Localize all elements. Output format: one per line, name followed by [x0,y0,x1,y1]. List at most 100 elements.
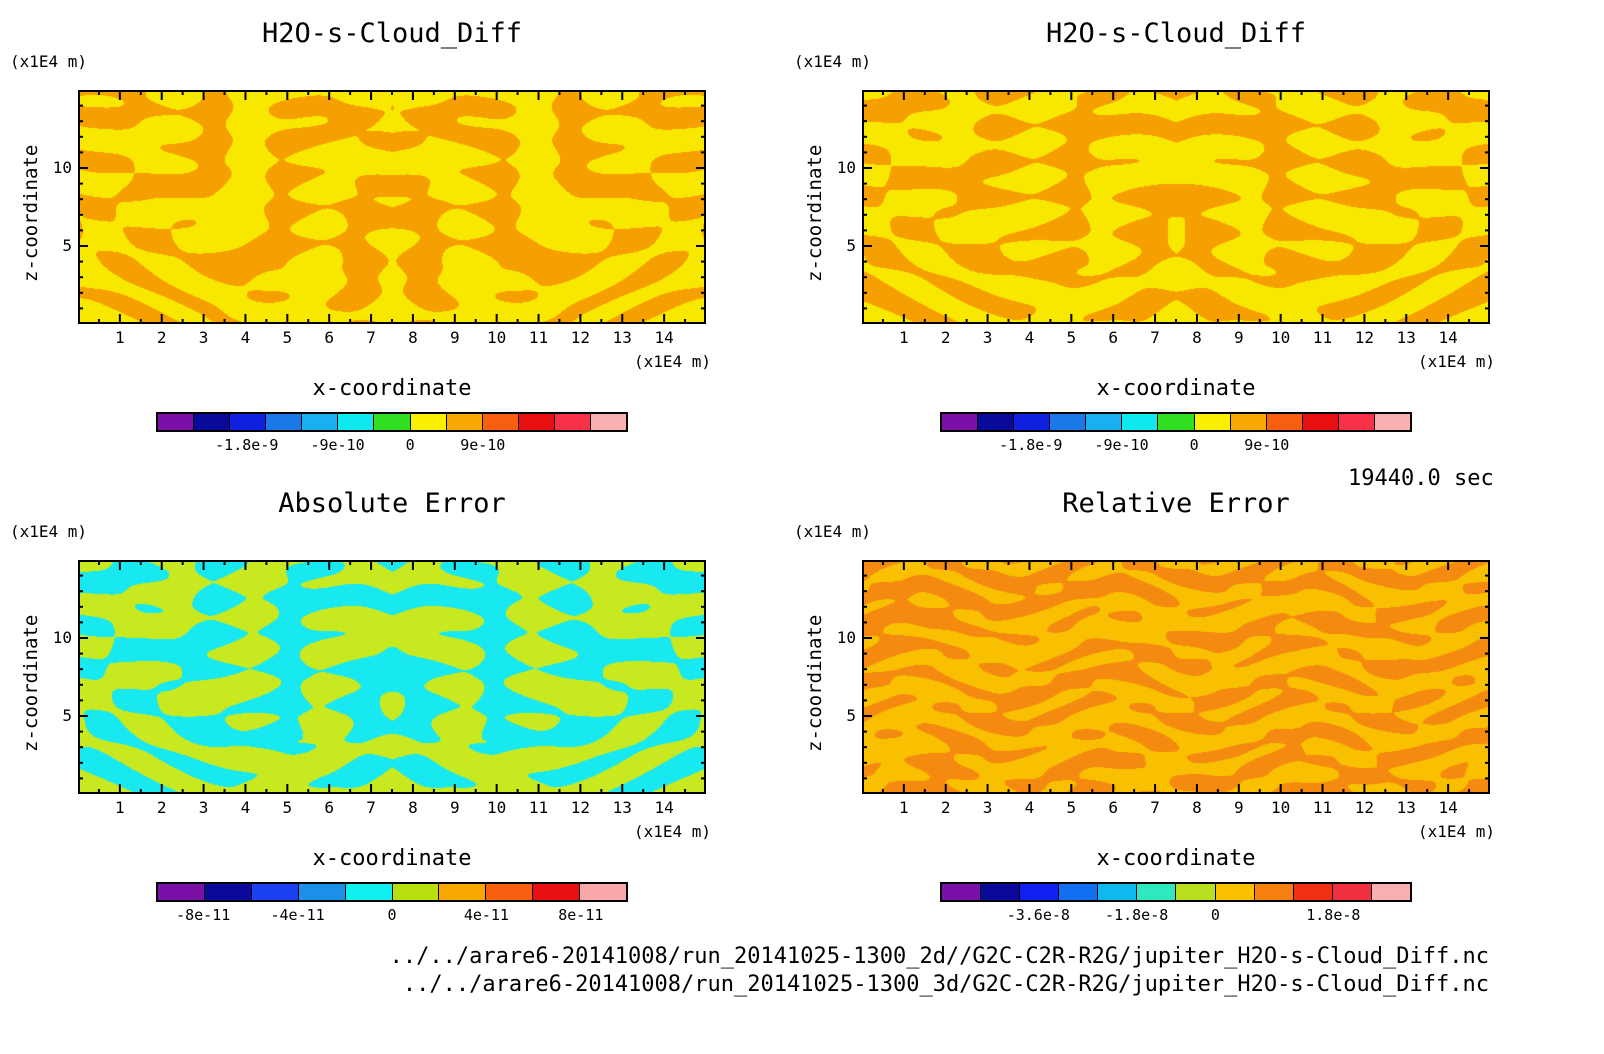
colorbar-swatch [1014,414,1051,430]
colorbar-swatch [338,414,375,430]
panel-1-x-tick-label: 11 [528,328,549,347]
panel-2-x-tick-label: 4 [1024,328,1035,347]
colorbar-swatch [554,414,591,430]
colorbar-swatch [374,414,411,430]
panel-3-y-label: z-coordinate [20,614,42,752]
panel-3-heatmap [80,562,704,792]
panel-4-x-tick-label: 14 [1438,798,1458,817]
panel-2-x-tick-label: 10 [1271,328,1291,347]
panel-2-colorbar-label: 9e-10 [1244,436,1290,454]
panel-3-y-tick-label: 10 [52,628,72,647]
panel-4-x-tick-label: 5 [1066,798,1077,817]
colorbar-swatch [1086,414,1123,430]
panel-3-x-tick-label: 9 [449,798,460,817]
panel-1-x-tick-label: 1 [115,328,125,347]
colorbar-swatch [1059,884,1099,900]
panel-3-x-tick-label: 2 [156,798,167,817]
panel-3-x-tick-label: 1 [115,798,125,817]
panel-3-x-tick-label: 7 [366,798,376,817]
panel-3-colorbar-label: -4e-11 [270,906,325,924]
colorbar-swatch [194,414,231,430]
panel-2-x-tick-label: 5 [1066,328,1077,347]
colorbar-swatch [580,884,627,900]
colorbar-swatch [1374,414,1411,430]
panel-3-colorbar-label: -8e-11 [176,906,231,924]
panel-1-x-tick-label: 7 [366,328,376,347]
panel-1-x-tick-label: 12 [570,328,591,347]
panel-2-x-unit: (x1E4 m) [1418,352,1496,371]
panel-3-x-tick-label: 8 [408,798,418,817]
colorbar-swatch [1176,884,1216,900]
colorbar-swatch [518,414,555,430]
colorbar-swatch [302,414,339,430]
panel-1-x-tick-label: 2 [156,328,167,347]
colorbar-swatch [392,884,440,900]
panel-3-x-tick-label: 14 [654,798,674,817]
panel-2-x-tick-label: 13 [1396,328,1416,347]
panel-3-x-tick-label: 3 [198,798,209,817]
panel-4-colorbar-label: -3.6e-8 [1006,906,1070,924]
panel-3-x-label: x-coordinate [312,846,472,871]
panel-4-x-unit: (x1E4 m) [1418,822,1496,841]
panel-4-x-tick-label: 4 [1024,798,1035,817]
panel-4-y-tick-label: 10 [836,628,856,647]
panel-2-x-tick-label: 14 [1438,328,1458,347]
colorbar-swatch [1371,884,1410,900]
colorbar-swatch [942,884,982,900]
panel-1-heatmap [80,92,704,322]
colorbar-swatch [1254,884,1294,900]
colorbar-swatch [410,414,447,430]
panel-1-colorbar-label: -1.8e-9 [215,436,279,454]
panel-1-x-label: x-coordinate [312,376,472,401]
panel-4-x-tick-label: 2 [940,798,951,817]
panel-4-x-tick-label: 13 [1396,798,1416,817]
colorbar-swatch [533,884,581,900]
colorbar-swatch [251,884,299,900]
panel-1-x-tick-label: 14 [654,328,674,347]
colorbar-swatch [204,884,252,900]
colorbar-swatch [942,414,979,430]
panel-1-x-tick-label: 8 [408,328,418,347]
panel-3-x-tick-label: 11 [528,798,549,817]
colorbar-swatch [1302,414,1339,430]
colorbar-swatch [1020,884,1060,900]
panel-4-y-tick-label: 5 [846,706,856,725]
panel-2-x-label: x-coordinate [1096,376,1256,401]
panel-3-y-tick-label: 5 [62,706,72,725]
panel-1-field [78,90,706,324]
panel-4-colorbar-label: 1.8e-8 [1306,906,1361,924]
panel-1-y-unit: (x1E4 m) [10,52,88,71]
panel-3-x-tick-label: 4 [240,798,251,817]
panel-2-colorbar-label: -9e-10 [1094,436,1149,454]
panel-4-x-tick-label: 12 [1354,798,1375,817]
file-path-2: ../../arare6-20141008/run_20141025-1300_… [402,972,1489,997]
panel-2-y-unit: (x1E4 m) [794,52,872,71]
colorbar-swatch [1338,414,1375,430]
panel-2-colorbar [940,412,1412,432]
panel-4-colorbar-label: 0 [1210,906,1220,924]
panel-1-colorbar-label: 0 [405,436,415,454]
panel-2-x-tick-label: 11 [1312,328,1333,347]
panel-4-y-label: z-coordinate [804,614,826,752]
colorbar-swatch [266,414,303,430]
panel-2-field [862,90,1490,324]
panel-2-colorbar-label: -1.8e-9 [999,436,1063,454]
panel-4-x-tick-label: 11 [1312,798,1333,817]
panel-3-x-tick-label: 13 [612,798,632,817]
panel-4-x-tick-label: 7 [1150,798,1160,817]
panel-2-y-tick-label: 5 [846,236,856,255]
panel-4-x-tick-label: 10 [1271,798,1291,817]
panel-1-x-tick-label: 6 [324,328,334,347]
time-label: 19440.0 sec [1348,466,1494,491]
panel-1-colorbar-label: -9e-10 [310,436,365,454]
panel-1-x-tick-label: 10 [487,328,507,347]
colorbar-swatch [1050,414,1087,430]
panel-1-x-tick-label: 4 [240,328,251,347]
panel-2-x-tick-label: 3 [982,328,993,347]
panel-2-x-tick-label: 7 [1150,328,1160,347]
panel-1-x-tick-label: 5 [282,328,293,347]
colorbar-swatch [1266,414,1303,430]
panel-1-x-tick-label: 9 [449,328,460,347]
panel-1-title: H2O-s-Cloud_Diff [261,18,523,49]
panel-2-heatmap [864,92,1488,322]
